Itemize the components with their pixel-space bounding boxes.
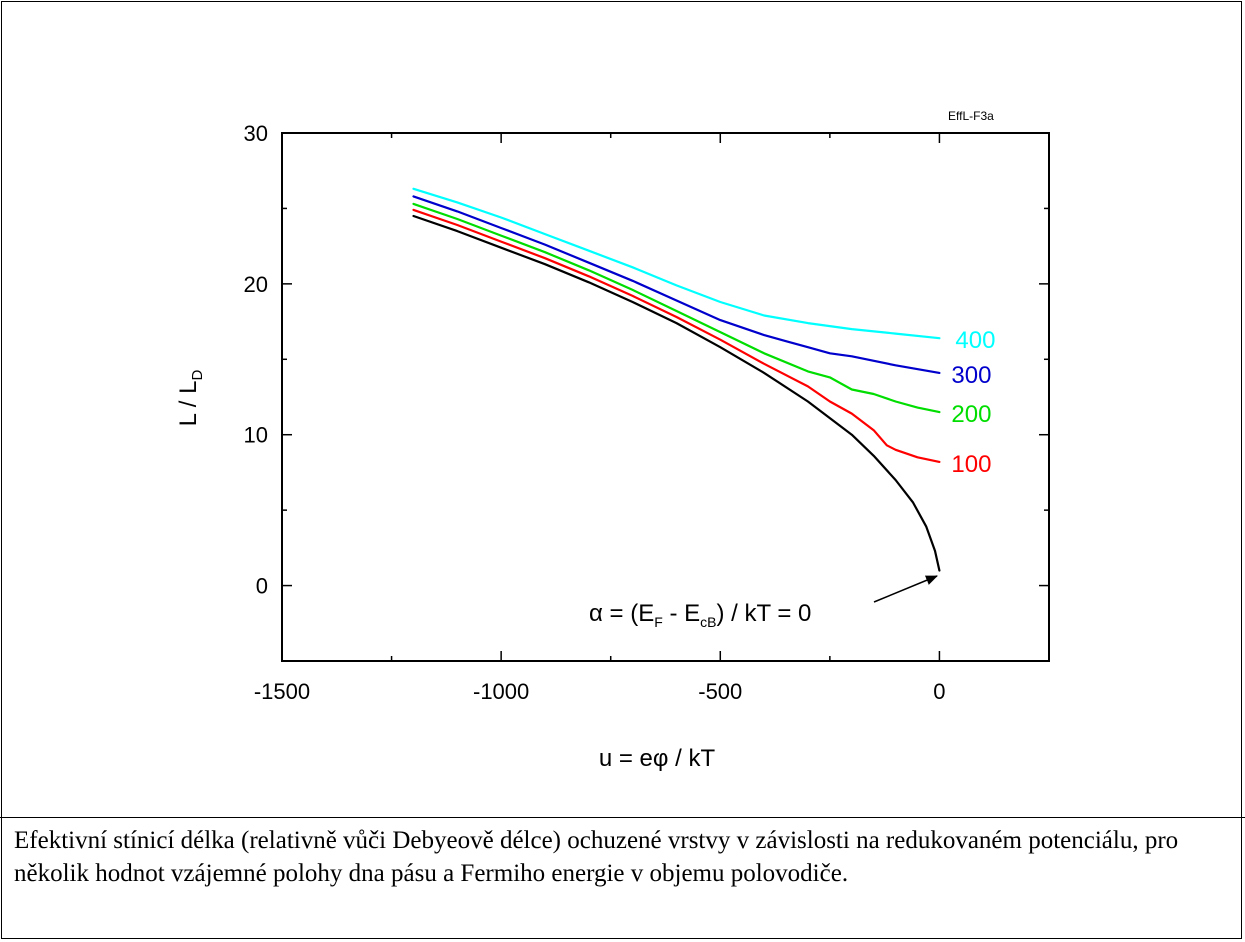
y-tick-label: 10 xyxy=(244,423,268,448)
figure-caption: Efektivní stínicí délka (relativně vůči … xyxy=(14,827,1179,887)
y-tick-label: 20 xyxy=(244,272,268,297)
y-axis-label-main: L / L xyxy=(175,381,202,427)
x-tick-label: -500 xyxy=(698,679,742,704)
series-lines xyxy=(412,187,941,572)
series-line-400 xyxy=(412,187,941,340)
series-line-300 xyxy=(412,195,941,374)
svg-text:α = (EF - EcB) / kT = 0: α = (EF - EcB) / kT = 0 xyxy=(589,600,811,630)
y-axis-label-sub: D xyxy=(189,370,206,381)
series-label-200: 200 xyxy=(951,401,991,428)
figure-id-label: EffL-F3a xyxy=(948,109,994,123)
x-tick-label: -1500 xyxy=(254,679,310,704)
alpha-annotation: α = (EF - EcB) / kT = 0 xyxy=(589,575,938,630)
series-label-100: 100 xyxy=(951,451,991,478)
axis-ticks xyxy=(281,132,1049,661)
series-line-0 xyxy=(412,214,941,572)
annotation-prefix: α = (E xyxy=(589,600,654,627)
series-line-100 xyxy=(412,208,941,463)
annotation-sub-cb: cB xyxy=(700,614,716,630)
series-label-300: 300 xyxy=(951,362,991,389)
y-tick-label: 30 xyxy=(244,121,268,146)
annotation-arrow xyxy=(873,575,938,603)
annotation-sub-f: F xyxy=(654,614,663,630)
svg-text:L / LD: L / LD xyxy=(175,370,206,427)
chart: -1500 -1000 -500 0 0 10 20 30 400 300 200 100 EffL… xyxy=(175,109,1050,772)
tick-labels: -1500 -1000 -500 0 0 10 20 30 xyxy=(244,121,946,704)
x-axis-label: u = eφ / kT xyxy=(599,745,716,772)
caption-divider xyxy=(0,817,1245,818)
x-tick-label: -1000 xyxy=(473,679,529,704)
series-label-400: 400 xyxy=(955,327,995,354)
y-tick-label: 0 xyxy=(256,574,268,599)
series-labels: 400 300 200 100 xyxy=(951,327,995,478)
x-tick-label: 0 xyxy=(933,679,945,704)
annotation-suffix: ) / kT = 0 xyxy=(716,600,811,627)
series-line-200 xyxy=(412,202,941,414)
y-axis-label: L / LD xyxy=(175,370,206,427)
plot-area xyxy=(281,132,1050,662)
annotation-mid: - E xyxy=(663,600,700,627)
